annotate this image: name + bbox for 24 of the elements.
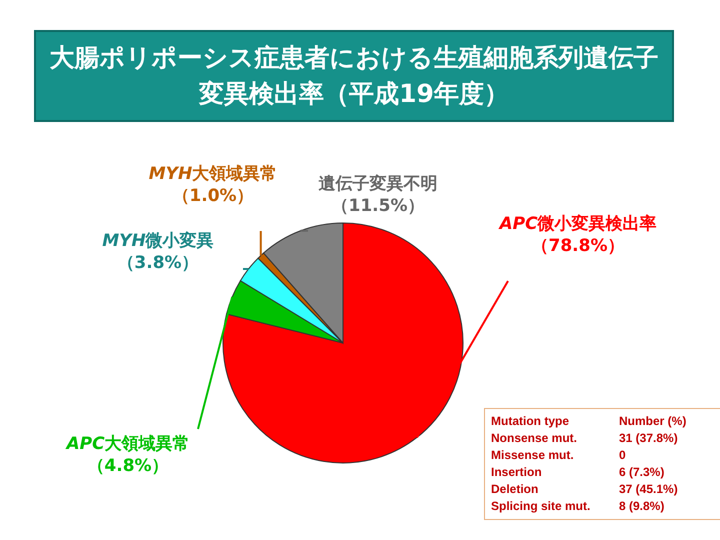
slice-label: APC大領域異常 [66,434,190,454]
data-label: （78.8%） [530,235,626,257]
text: Number (%) [619,413,688,430]
text: 37 (45.1%) [619,481,679,498]
text: Insertion [491,464,543,481]
text: 8 (9.8%) [619,498,666,515]
chart-title: 大腸ポリポーシス症患者における生殖細胞系列遺伝子変異検出率（平成19年度） [34,30,674,122]
data-label: （4.8%） [86,455,170,477]
slice-label: MYH微小変異 [102,231,214,251]
slice-label: APC微小変異検出率 [499,214,657,234]
text: Splicing site mut. [491,498,592,515]
slice-label: MYH大領域異常 [148,164,278,184]
text: Nonsense mut. [491,430,578,447]
text: 6 (7.3%) [619,464,666,481]
text: 0 [619,447,627,464]
text: Deletion [491,481,540,498]
text: 31 (37.8%) [619,430,679,447]
data-label: （11.5%） [330,195,426,217]
slice-label: 遺伝子変異不明 [318,174,438,194]
text: Missense mut. [491,447,575,464]
data-label: （1.0%） [171,185,255,207]
pie-slice [222,222,464,464]
text: Mutation type [491,413,570,430]
data-label: （3.8%） [116,252,200,274]
